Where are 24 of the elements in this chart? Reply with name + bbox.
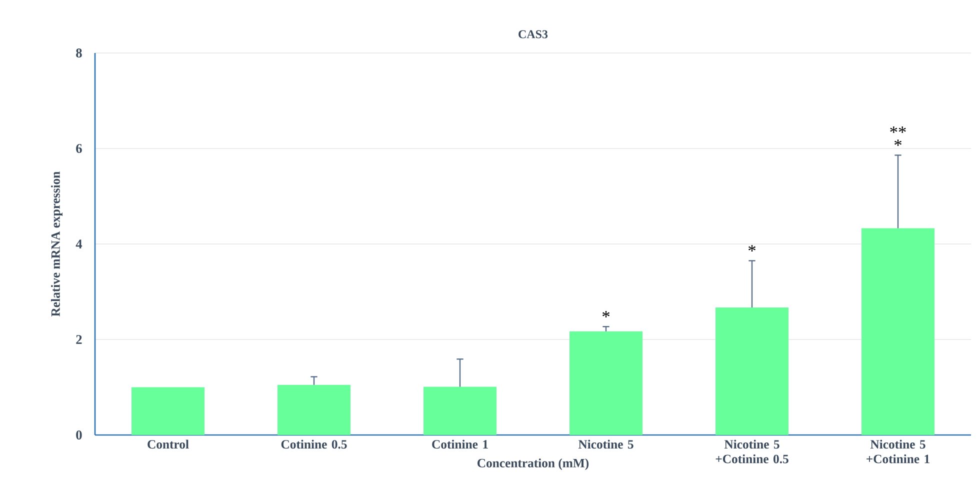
y-axis-title: Relative mRNA expression [50, 171, 62, 316]
y-tick-label: 0 [76, 430, 82, 440]
annotation: * [748, 245, 756, 252]
annotation: * [602, 310, 610, 318]
y-tick-label: 6 [76, 144, 82, 153]
annotation: ** [890, 126, 906, 133]
bar [278, 384, 350, 435]
x-tick-label: Nicotine 5 +Cotinine 0.5 [716, 440, 788, 464]
x-tick-label: Cotinine 1 [432, 440, 488, 449]
x-tick-label: Control [148, 440, 189, 449]
x-tick-label: Nicotine 5 [578, 440, 634, 449]
chart-title: CAS3 [518, 30, 548, 38]
x-tick-label: Cotinine 0.5 [281, 440, 347, 449]
bar [716, 308, 788, 435]
x-tick-label: Nicotine 5 +Cotinine 1 [866, 440, 930, 464]
y-tick-label: 4 [76, 240, 82, 248]
y-tick-label: 2 [76, 335, 82, 344]
annotation: * [894, 140, 902, 146]
bar [861, 228, 934, 435]
bar [423, 386, 496, 435]
bar [569, 331, 642, 435]
bar [132, 387, 204, 435]
x-axis-title: Concentration (mM) [478, 458, 589, 470]
y-tick-label: 8 [76, 48, 82, 58]
